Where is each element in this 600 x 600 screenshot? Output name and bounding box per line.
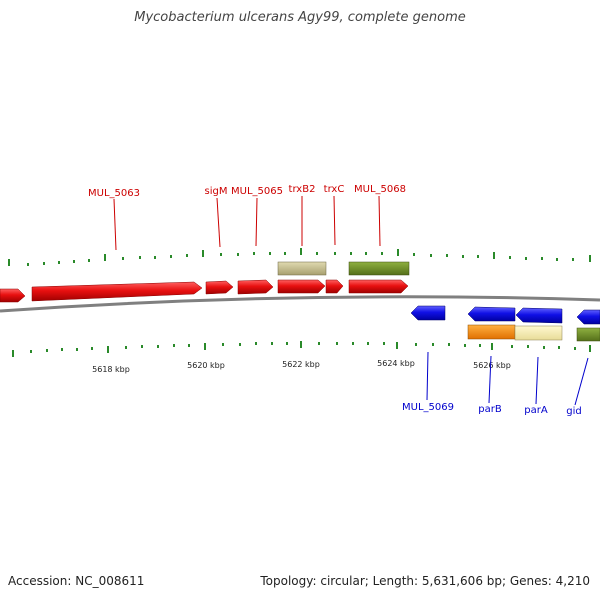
feature-block-orange[interactable] bbox=[467, 324, 516, 340]
scale-label: 5626 kbp bbox=[473, 361, 511, 370]
scale-label: 5624 kbp bbox=[377, 359, 415, 368]
gene-label-para[interactable]: parA bbox=[524, 405, 548, 416]
reverse-gene-arrow[interactable] bbox=[410, 305, 446, 321]
forward-leader-lines bbox=[113, 195, 381, 251]
scale-label: 5618 kbp bbox=[92, 365, 130, 374]
reverse-gene-arrow[interactable] bbox=[515, 307, 563, 324]
gene-label-sigm[interactable]: sigM bbox=[205, 186, 228, 197]
feature-block-cream[interactable] bbox=[514, 325, 563, 341]
top-tick-row bbox=[8, 248, 591, 266]
reverse-leader-lines bbox=[426, 351, 589, 406]
scale-label: 5620 kbp bbox=[187, 361, 225, 370]
genome-summary-label: Topology: circular; Length: 5,631,606 bp… bbox=[260, 574, 590, 588]
forward-gene-arrow[interactable] bbox=[277, 279, 326, 294]
gene-label-parb[interactable]: parB bbox=[478, 404, 502, 415]
map-title: Mycobacterium ulcerans Agy99, complete g… bbox=[134, 10, 466, 25]
forward-gene-arrow[interactable] bbox=[348, 279, 409, 294]
reverse-gene-arrow[interactable] bbox=[576, 309, 600, 325]
bottom-tick-row bbox=[12, 341, 591, 357]
forward-gene-arrow[interactable] bbox=[205, 280, 234, 295]
forward-gene-arrow[interactable] bbox=[0, 288, 26, 303]
scale-label: 5622 kbp bbox=[282, 360, 320, 369]
feature-block-olive[interactable] bbox=[576, 327, 600, 342]
gene-label-mul-5065[interactable]: MUL_5065 bbox=[231, 186, 283, 197]
genome-backbone bbox=[0, 295, 600, 313]
feature-block-olive[interactable] bbox=[348, 261, 410, 276]
forward-gene-arrow[interactable] bbox=[237, 279, 274, 295]
accession-label: Accession: NC_008611 bbox=[8, 574, 145, 588]
forward-genes bbox=[0, 279, 409, 303]
gene-label-trxb2[interactable]: trxB2 bbox=[289, 184, 316, 195]
gene-label-mul-5063[interactable]: MUL_5063 bbox=[88, 188, 140, 199]
reverse-gene-arrow[interactable] bbox=[467, 306, 516, 322]
forward-gene-arrow[interactable] bbox=[31, 281, 203, 302]
forward-gene-arrow[interactable] bbox=[325, 279, 344, 294]
reverse-genes bbox=[410, 305, 600, 325]
gene-label-mul-5068[interactable]: MUL_5068 bbox=[354, 184, 406, 195]
gene-label-mul-5069[interactable]: MUL_5069 bbox=[402, 402, 454, 413]
feature-block-khaki[interactable] bbox=[277, 261, 327, 276]
gene-label-trxc[interactable]: trxC bbox=[324, 184, 345, 195]
gene-label-gid[interactable]: gid bbox=[566, 406, 581, 417]
